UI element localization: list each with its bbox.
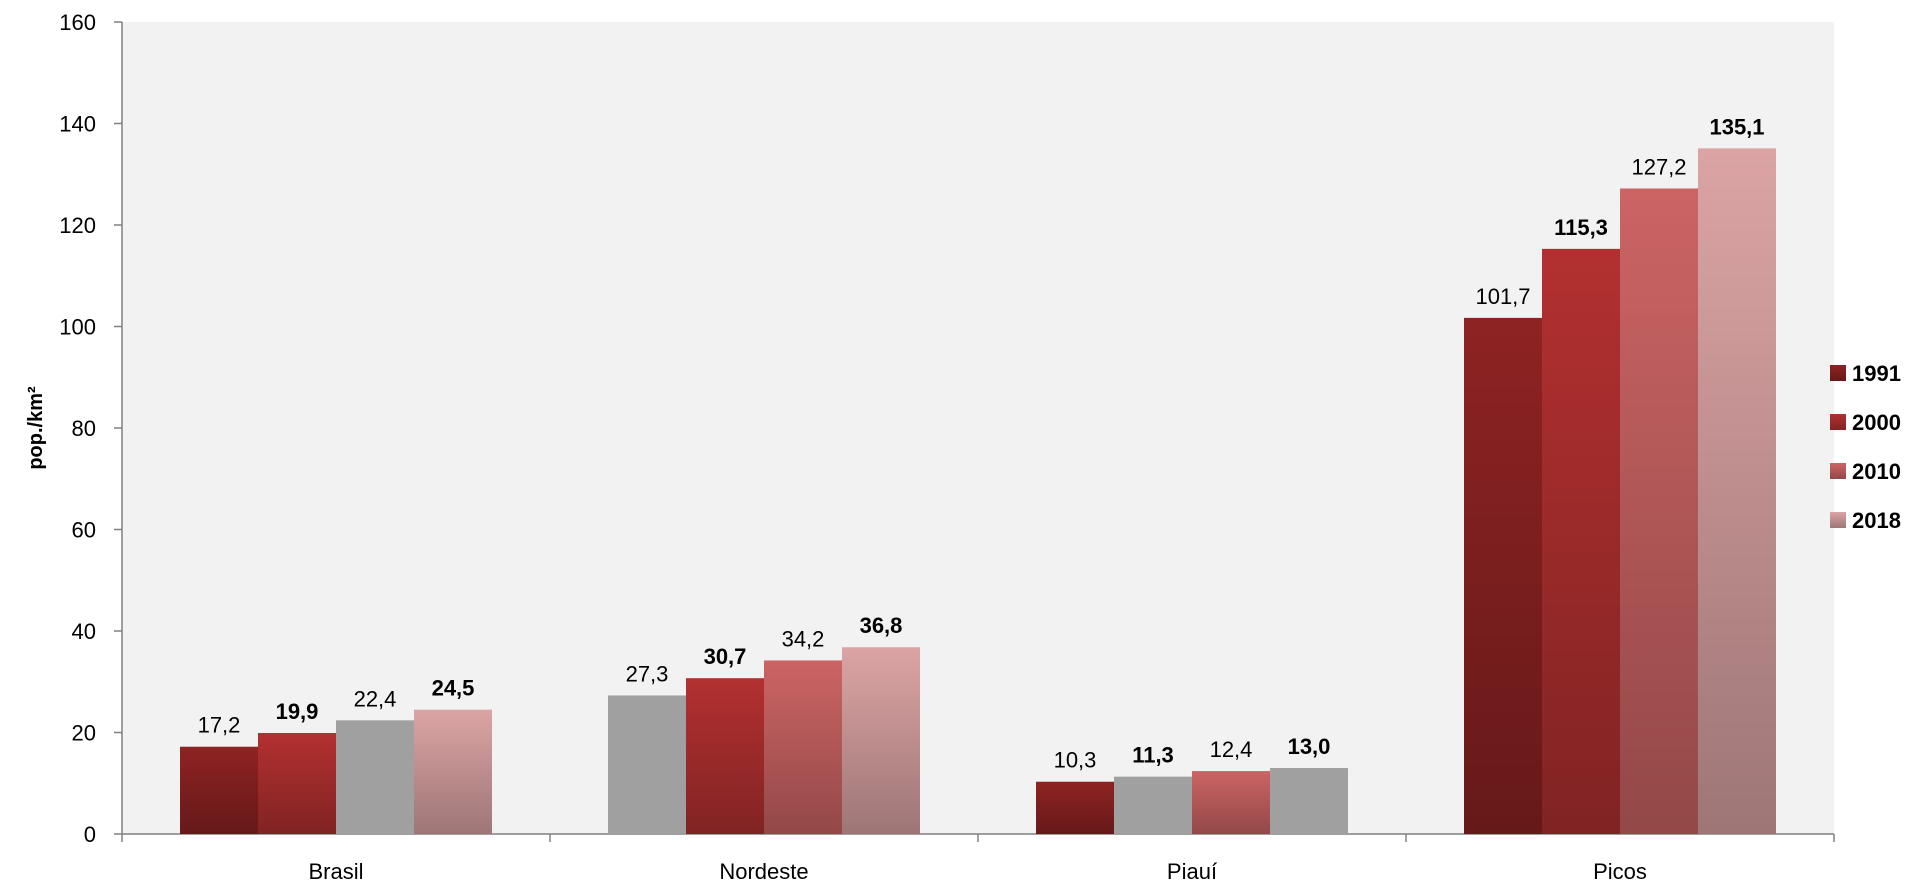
legend-label-1991: 1991 bbox=[1852, 361, 1901, 386]
data-label: 12,4 bbox=[1210, 737, 1253, 762]
y-tick-label: 0 bbox=[84, 822, 96, 847]
x-category-label: Piauí bbox=[1167, 859, 1217, 884]
bar-2018-piauí bbox=[1270, 768, 1348, 834]
bar-2000-nordeste bbox=[686, 678, 764, 834]
data-label: 101,7 bbox=[1475, 284, 1530, 309]
bar-2000-brasil bbox=[258, 733, 336, 834]
data-labels: 17,2 19,9 22,4 24,5 27,3 30,7 34,2 36,8 10,3 11,3… bbox=[198, 114, 1765, 772]
data-label: 115,3 bbox=[1554, 215, 1608, 240]
bar-1991-brasil bbox=[180, 746, 258, 834]
y-tick-label: 60 bbox=[72, 518, 96, 543]
y-tick-label: 160 bbox=[59, 10, 96, 35]
bar-2000-piauí bbox=[1114, 776, 1192, 834]
y-tick-label: 80 bbox=[72, 416, 96, 441]
x-category-label: Picos bbox=[1593, 859, 1647, 884]
legend-label-2010: 2010 bbox=[1852, 459, 1901, 484]
data-label: 34,2 bbox=[782, 626, 825, 651]
x-category-label: Brasil bbox=[308, 859, 363, 884]
x-category-label: Nordeste bbox=[719, 859, 808, 884]
data-label: 135,1 bbox=[1709, 114, 1764, 139]
data-label: 127,2 bbox=[1631, 154, 1686, 179]
data-label: 24,5 bbox=[432, 676, 475, 701]
data-label: 17,2 bbox=[198, 713, 241, 738]
legend-swatch-1991 bbox=[1830, 365, 1846, 381]
bar-2018-picos bbox=[1698, 148, 1776, 834]
y-tick-label: 120 bbox=[59, 213, 96, 238]
data-label: 13,0 bbox=[1288, 734, 1331, 759]
data-label: 27,3 bbox=[626, 661, 669, 686]
y-tick-label: 140 bbox=[59, 112, 96, 137]
bars bbox=[180, 148, 1776, 835]
legend-swatch-2010 bbox=[1830, 463, 1846, 479]
bar-1991-piauí bbox=[1036, 781, 1114, 834]
legend-label-2018: 2018 bbox=[1852, 508, 1901, 533]
legend-label-2000: 2000 bbox=[1852, 410, 1901, 435]
legend-swatch-2000 bbox=[1830, 414, 1846, 430]
bar-2010-picos bbox=[1620, 188, 1698, 834]
legend-swatch-2018 bbox=[1830, 512, 1846, 528]
data-label: 22,4 bbox=[354, 686, 397, 711]
data-label: 11,3 bbox=[1132, 743, 1174, 768]
bar-2018-nordeste bbox=[842, 647, 920, 834]
bar-2010-piauí bbox=[1192, 771, 1270, 834]
bar-2010-nordeste bbox=[764, 660, 842, 834]
y-axis-label: pop./km² bbox=[25, 386, 47, 470]
y-axis: 0 20 40 60 80 100 120 140 160 bbox=[59, 10, 123, 847]
bar-1991-nordeste bbox=[608, 695, 686, 834]
y-tick-label: 20 bbox=[72, 721, 96, 746]
data-label: 19,9 bbox=[276, 699, 319, 724]
bar-1991-picos bbox=[1464, 317, 1542, 834]
bar-2000-picos bbox=[1542, 248, 1620, 835]
data-label: 30,7 bbox=[704, 644, 747, 669]
bar-2010-brasil bbox=[336, 720, 414, 834]
data-label: 36,8 bbox=[860, 613, 903, 638]
legend: 1991 2000 2010 2018 bbox=[1830, 361, 1901, 533]
y-tick-label: 40 bbox=[72, 619, 96, 644]
y-tick-label: 100 bbox=[59, 315, 96, 340]
bar-2018-brasil bbox=[414, 709, 492, 834]
data-label: 10,3 bbox=[1054, 748, 1097, 773]
x-axis: Brasil Nordeste Piauí Picos bbox=[121, 833, 1835, 884]
